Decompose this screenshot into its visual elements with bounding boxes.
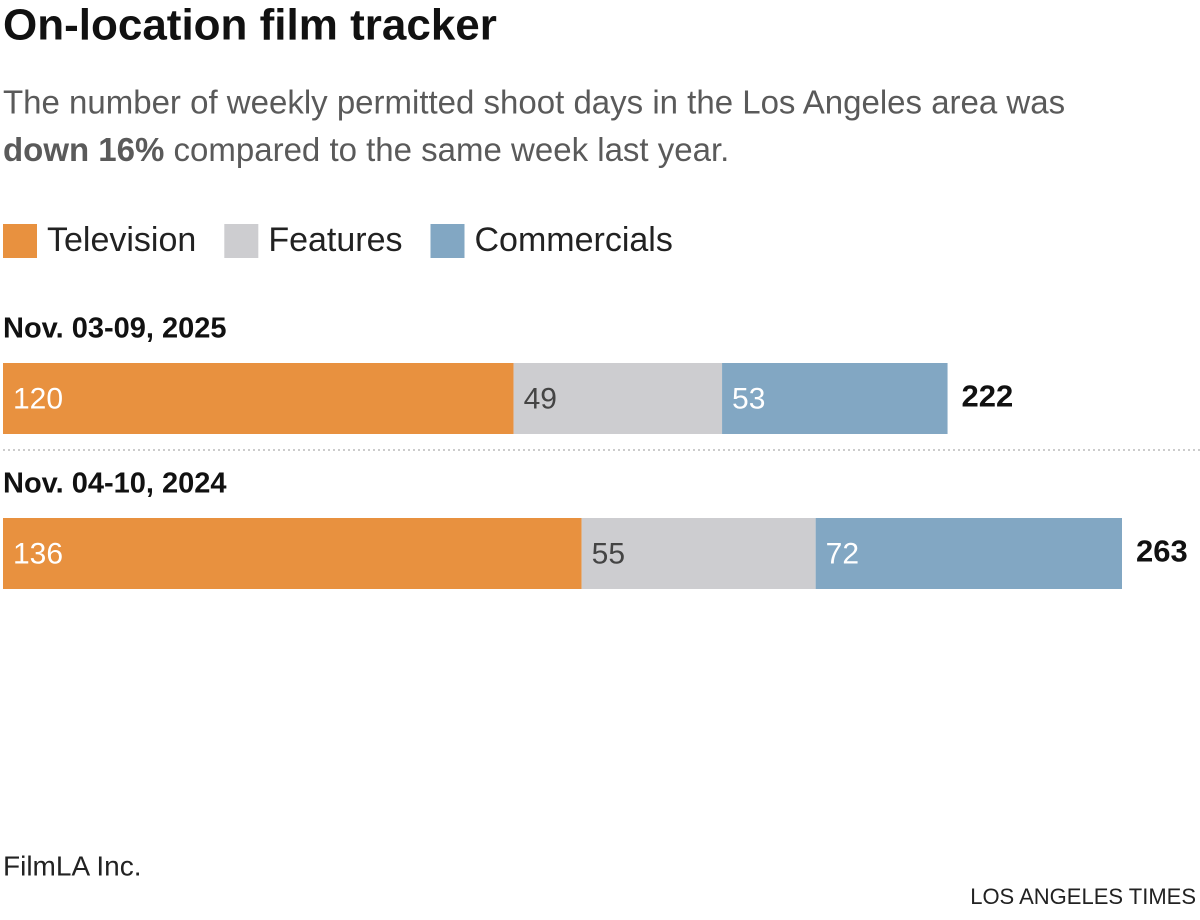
source: FilmLA Inc. [3, 850, 141, 881]
bar-segment [3, 518, 582, 589]
legend-label: Television [47, 221, 196, 259]
value-label: 49 [524, 382, 557, 415]
value-label: 120 [13, 382, 63, 415]
subtitle-emphasis: down 16% [3, 131, 164, 168]
bar-segment [513, 363, 723, 434]
bar-segment [3, 363, 514, 434]
value-label: 53 [732, 382, 765, 415]
subtitle: down 16% compared to the same week last … [3, 131, 729, 168]
legend-label: Features [268, 221, 402, 259]
value-label: 72 [826, 537, 859, 570]
legend-label: Commercials [475, 221, 673, 259]
bar-segment [581, 518, 816, 589]
value-label: 55 [592, 537, 625, 570]
bar-segment [815, 518, 1122, 589]
legend-swatch [224, 224, 259, 258]
subtitle: The number of weekly permitted shoot day… [3, 84, 1065, 121]
subtitle-end: compared to the same week last year. [174, 131, 730, 168]
category-label: Nov. 03-09, 2025 [3, 313, 227, 345]
legend-swatch [430, 224, 465, 258]
value-label: 136 [13, 537, 63, 570]
chart-title: On-location film tracker [3, 1, 497, 50]
legend-swatch [3, 224, 37, 258]
credit: LOS ANGELES TIMES [970, 884, 1196, 909]
total-label: 222 [962, 379, 1014, 414]
total-label: 263 [1136, 534, 1188, 569]
category-label: Nov. 04-10, 2024 [3, 468, 227, 500]
bar-segment [722, 363, 948, 434]
